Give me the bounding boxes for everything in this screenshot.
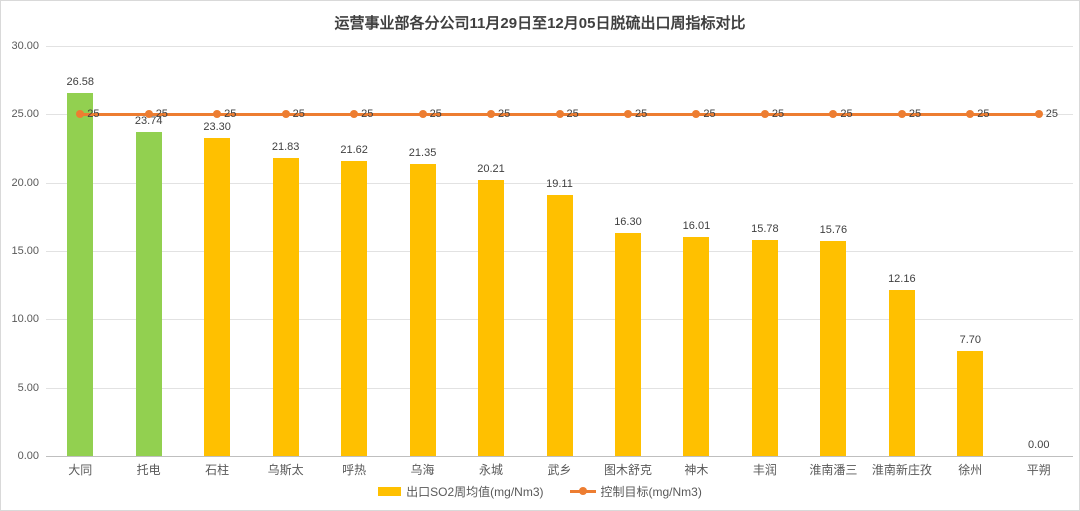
bar-呼热: [341, 160, 368, 456]
y-tick-label: 5.00: [17, 381, 39, 394]
bar-乌海: [409, 164, 436, 456]
bar-神木: [683, 237, 710, 456]
y-tick-label: 25.00: [11, 108, 39, 121]
x-tick-label: 淮南新庄孜: [871, 463, 932, 477]
bar-value-label: 15.78: [751, 223, 779, 236]
x-tick-label: 神木: [684, 463, 709, 477]
bar-托电: [135, 131, 162, 456]
gridline: [46, 46, 1073, 47]
x-tick-label: 大同: [68, 463, 93, 477]
x-tick-label: 永城: [479, 463, 504, 477]
target-value-label: 25: [429, 108, 442, 121]
target-value-label: 25: [977, 108, 990, 121]
bar-value-label: 7.70: [959, 333, 981, 346]
bar-乌斯太: [272, 157, 299, 456]
bar-value-label: 15.76: [819, 223, 848, 236]
target-line-marker-icon: [213, 110, 222, 119]
bar-淮南新庄孜: [888, 289, 915, 456]
x-tick-label: 平朔: [1026, 463, 1051, 477]
gridline: [46, 182, 1073, 184]
x-tick-label: 乌斯太: [267, 463, 304, 477]
x-tick-label: 武乡: [547, 463, 572, 477]
bar-永城: [478, 179, 505, 456]
legend-item-bar-series: 出口SO2周均值(mg/Nm3): [378, 483, 544, 500]
x-tick-label: 图木舒克: [603, 463, 652, 477]
target-line-marker-icon: [966, 110, 975, 119]
target-line-marker-icon: [555, 110, 564, 119]
bar-图木舒克: [614, 233, 641, 456]
target-line-marker-icon: [829, 110, 838, 119]
x-tick-label: 徐州: [958, 463, 983, 477]
target-value-label: 25: [771, 108, 785, 121]
bar-value-label: 21.62: [340, 143, 368, 156]
bar-value-label: 21.83: [271, 140, 300, 153]
legend-item-line-series: 控制目标(mg/Nm3): [569, 483, 702, 500]
target-line-marker-icon: [623, 110, 632, 119]
target-line-marker-icon: [487, 110, 496, 119]
bar-value-label: 12.16: [888, 272, 916, 285]
target-value-label: 25: [498, 108, 511, 121]
target-line-marker-icon: [144, 110, 153, 119]
target-line-marker-icon: [281, 110, 290, 119]
bar-value-label: 0.00: [1028, 439, 1050, 451]
target-value-label: 25: [87, 108, 100, 121]
y-tick-label: 15.00: [11, 245, 39, 257]
y-tick-label: 30.00: [11, 40, 39, 52]
target-line-marker-icon: [1034, 110, 1043, 119]
target-value-label: 25: [703, 108, 716, 121]
bar-series-swatch: [378, 487, 402, 496]
target-value-label: 25: [155, 108, 168, 121]
y-tick-label: 0.00: [17, 450, 39, 462]
x-tick-label: 托电: [136, 463, 161, 477]
target-value-label: 25: [292, 108, 305, 121]
target-value-label: 25: [840, 108, 853, 121]
bar-value-label: 16.01: [682, 220, 711, 233]
target-line-marker-icon: [692, 110, 701, 119]
bar-value-label: 20.21: [477, 162, 505, 175]
bar-徐州: [957, 350, 984, 456]
bar-value-label: 26.58: [66, 75, 94, 88]
x-tick-label: 石柱: [205, 463, 230, 477]
bar-大同: [67, 92, 94, 456]
bar-value-label: 23.30: [203, 120, 231, 133]
legend: 出口SO2周均值(mg/Nm3) 控制目标(mg/Nm3): [1, 483, 1079, 500]
target-line-marker-icon: [760, 110, 769, 119]
x-tick-label: 淮南潘三: [809, 463, 858, 477]
y-tick-label: 20.00: [11, 176, 39, 189]
y-tick-label: 10.00: [11, 313, 39, 326]
target-line-marker-icon: [76, 110, 85, 119]
bar-value-label: 23.74: [134, 114, 163, 127]
bar-value-label: 21.35: [408, 147, 437, 160]
target-value-label: 25: [361, 108, 374, 121]
legend-line-series-label: 控制目标(mg/Nm3): [600, 485, 702, 499]
bar-石柱: [204, 137, 231, 456]
bar-淮南潘三: [820, 240, 847, 456]
target-value-label: 25: [224, 108, 237, 121]
x-tick-label: 丰润: [752, 463, 777, 477]
x-tick-label: 呼热: [342, 463, 367, 477]
target-line-marker-icon: [350, 110, 359, 119]
target-line-marker-icon: [418, 110, 427, 119]
legend-bar-series-label: 出口SO2周均值(mg/Nm3): [406, 485, 544, 499]
x-axis-line: [46, 456, 1073, 457]
target-value-label: 25: [566, 108, 579, 121]
target-value-label: 25: [634, 108, 648, 121]
bar-value-label: 19.11: [546, 177, 573, 190]
chart-title: 运营事业部各分公司11月29日至12月05日脱硫出口周指标对比: [334, 15, 746, 32]
target-line-marker-icon: [897, 110, 906, 119]
line-series-marker-icon: [578, 487, 587, 495]
target-value-label: 25: [908, 108, 922, 121]
bar-武乡: [546, 194, 573, 456]
bar-value-label: 16.30: [614, 216, 642, 229]
bar-丰润: [751, 240, 778, 456]
target-value-label: 25: [1045, 108, 1059, 121]
x-tick-label: 乌海: [410, 463, 435, 477]
line-series-swatch: [569, 487, 596, 495]
